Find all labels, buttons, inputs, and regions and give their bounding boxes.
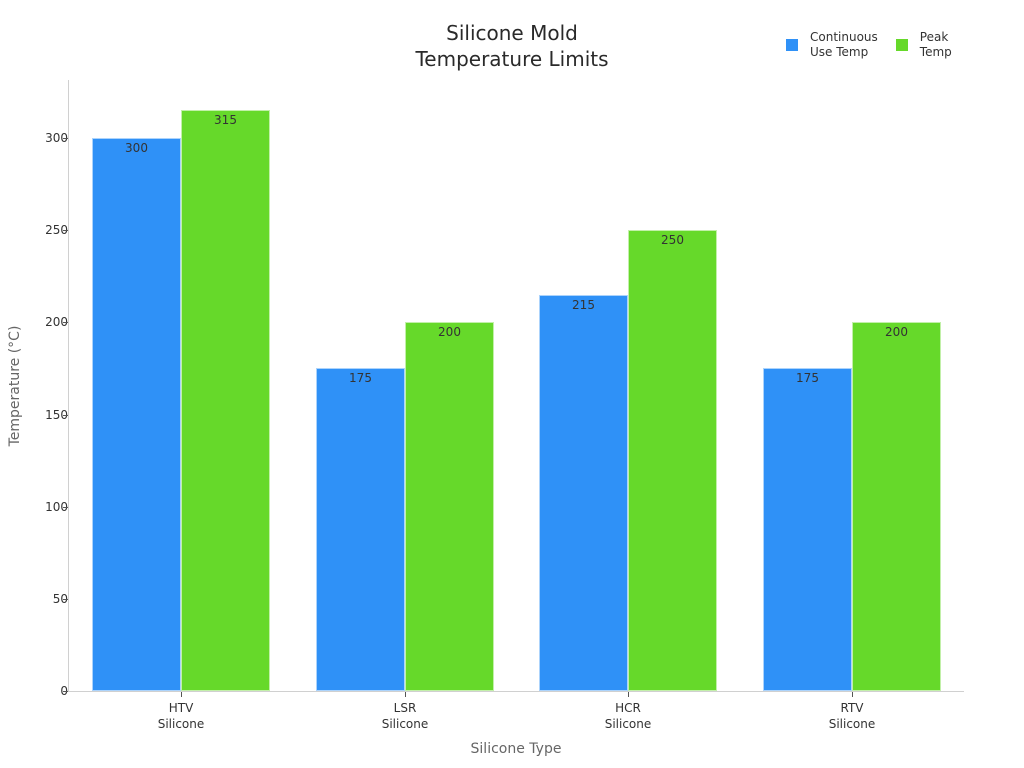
y-tick-label: 50 [52, 591, 68, 606]
x-tick-mark [181, 692, 182, 697]
x-tick-label: LSR Silicone [381, 701, 429, 731]
bar-value-label: 250 [661, 233, 684, 248]
bar-peak[interactable] [852, 322, 941, 691]
legend-item-continuous[interactable]: Continuous Use Temp [786, 30, 878, 60]
bar-value-label: 200 [885, 325, 908, 340]
bar-value-label: 215 [572, 297, 595, 312]
x-tick-label: HCR Silicone [604, 701, 652, 731]
x-axis-line [68, 691, 964, 692]
bar-value-label: 300 [125, 141, 148, 155]
bar-value-label: 175 [796, 371, 819, 386]
legend-item-peak[interactable]: Peak Temp [895, 30, 952, 60]
bar-continuous[interactable] [316, 368, 405, 691]
y-tick-mark [63, 414, 68, 416]
y-tick-mark [63, 691, 68, 692]
y-tick-label: 150 [45, 407, 68, 422]
x-tick-label: HTV Silicone [157, 701, 205, 731]
x-tick-mark [628, 692, 629, 697]
bar-continuous[interactable] [92, 138, 181, 691]
legend-label-peak: Peak Temp [919, 30, 952, 59]
bar-peak[interactable] [628, 230, 717, 691]
y-tick-mark [63, 138, 68, 139]
bar-continuous[interactable] [763, 368, 852, 691]
x-tick-label: RTV Silicone [828, 701, 876, 731]
chart-title-line-2: Temperature Limits [415, 47, 609, 71]
legend-swatch-peak [895, 39, 908, 51]
y-tick-mark [63, 230, 68, 232]
bar-peak[interactable] [181, 110, 270, 691]
x-tick-mark [852, 692, 853, 697]
y-tick-label: 200 [45, 315, 68, 330]
y-axis-label: Temperature (°C) [7, 325, 23, 447]
y-tick-mark [63, 598, 68, 600]
bar-continuous[interactable] [539, 294, 628, 691]
bar-value-label: 200 [438, 325, 461, 340]
bar-value-label: 315 [214, 113, 237, 128]
legend: Continuous Use Temp Peak Temp [786, 30, 952, 60]
y-tick-label: 100 [45, 499, 68, 514]
y-tick-label: 250 [45, 223, 68, 238]
legend-swatch-continuous [786, 39, 798, 51]
y-axis-line [68, 80, 69, 692]
y-tick-label: 300 [45, 131, 68, 145]
bar-peak[interactable] [405, 322, 494, 691]
x-axis-label: Silicone Type [470, 741, 562, 757]
chart-title-line-1: Silicone Mold [446, 21, 578, 45]
y-tick-mark [63, 506, 68, 508]
chart-title: Silicone Mold Temperature Limits [362, 20, 662, 72]
bar-value-label: 175 [349, 371, 372, 386]
legend-label-continuous: Continuous Use Temp [810, 30, 878, 59]
x-tick-mark [405, 692, 406, 697]
y-tick-mark [63, 322, 68, 324]
